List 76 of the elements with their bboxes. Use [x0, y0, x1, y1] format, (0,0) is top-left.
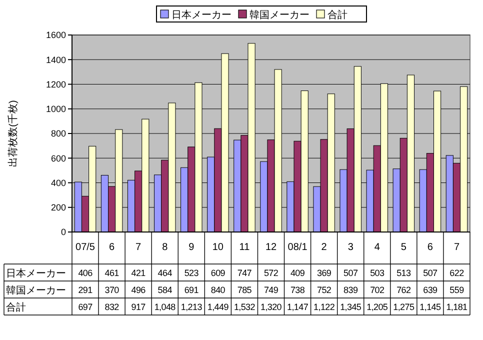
- data-label: 1,181: [446, 302, 468, 312]
- data-label: 738: [290, 285, 305, 295]
- y-axis-title: 出荷枚数(千枚): [7, 100, 19, 167]
- data-label: 464: [158, 268, 172, 278]
- x-tick-label: 7: [136, 242, 142, 253]
- data-label: 369: [317, 268, 332, 278]
- data-label: 1,345: [340, 302, 362, 312]
- x-tick-label: 8: [162, 242, 168, 253]
- data-label: 1,205: [366, 302, 388, 312]
- data-label: 421: [131, 268, 146, 278]
- x-tick-label: 4: [374, 242, 380, 253]
- data-label: 609: [210, 268, 226, 278]
- x-tick-label: 9: [188, 242, 195, 253]
- data-label: 572: [264, 268, 278, 278]
- x-tick-label: 2: [321, 242, 328, 253]
- data-label: 749: [264, 285, 278, 295]
- x-tick-label: 11: [239, 242, 250, 253]
- legend-label: 韓国メーカー: [250, 9, 310, 21]
- x-tick-label: 7: [454, 242, 460, 253]
- data-label: 523: [184, 268, 199, 278]
- data-label: 1,320: [260, 302, 282, 312]
- data-label: 1,147: [287, 302, 308, 312]
- y-tick-label: 0: [60, 227, 66, 238]
- y-tick-label: 200: [50, 202, 66, 213]
- data-label: 839: [344, 285, 358, 295]
- data-label: 584: [158, 285, 172, 295]
- data-label: 406: [78, 268, 93, 278]
- data-label: 507: [344, 268, 358, 278]
- text: 日本メーカー: [6, 268, 66, 280]
- x-tick-label: 10: [212, 242, 224, 253]
- y-tick-label: 1200: [46, 79, 66, 90]
- x-tick-label: 12: [265, 242, 277, 253]
- data-label: 370: [104, 285, 120, 295]
- data-label: 747: [237, 268, 252, 278]
- data-label: 752: [317, 285, 332, 295]
- data-label: 461: [104, 268, 120, 278]
- y-tick-label: 1400: [46, 54, 66, 65]
- y-tick-label: 1000: [46, 104, 66, 114]
- text: 韓国メーカー: [6, 286, 66, 296]
- data-label: 762: [396, 285, 412, 295]
- y-tick-label: 600: [50, 153, 66, 164]
- data-label: 840: [210, 285, 226, 295]
- x-tick-label: 07/5: [76, 242, 96, 253]
- data-label: 832: [104, 302, 120, 312]
- x-tick-label: 3: [348, 242, 354, 253]
- text: 合計: [6, 302, 26, 314]
- data-label: 513: [396, 268, 412, 278]
- x-tick-label: 6: [109, 242, 116, 253]
- data-label: 1,275: [393, 302, 414, 312]
- legend-label: 合計: [328, 9, 348, 21]
- data-label: 1,532: [234, 302, 256, 312]
- data-label: 503: [370, 268, 384, 278]
- data-label: 1,122: [314, 302, 335, 312]
- x-tick-label: 08/1: [288, 242, 308, 253]
- data-label: 702: [370, 285, 384, 295]
- data-label: 1,449: [207, 302, 229, 312]
- data-label: 496: [131, 285, 146, 295]
- data-label: 691: [184, 285, 199, 295]
- data-label: 507: [423, 268, 438, 278]
- data-label: 409: [290, 268, 305, 278]
- data-label: 785: [237, 285, 252, 295]
- y-tick-label: 1600: [46, 30, 66, 40]
- data-label: 639: [423, 285, 438, 295]
- legend-label: 日本メーカー: [172, 9, 232, 21]
- data-label: 291: [78, 285, 93, 295]
- data-label: 697: [78, 302, 93, 312]
- x-tick-label: 6: [427, 242, 434, 253]
- data-label: 622: [450, 268, 464, 278]
- x-tick-label: 5: [400, 242, 407, 253]
- data-label: 917: [131, 302, 146, 312]
- data-label: 559: [450, 285, 464, 295]
- y-tick-label: 400: [50, 178, 66, 188]
- data-label: 1,145: [420, 302, 441, 312]
- data-label: 1,213: [180, 302, 202, 312]
- data-label: 1,048: [154, 302, 176, 312]
- y-tick-label: 800: [50, 128, 66, 139]
